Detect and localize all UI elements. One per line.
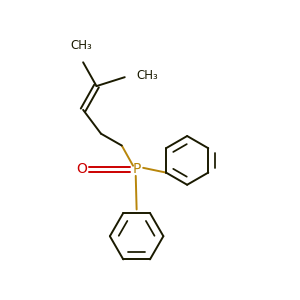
Text: CH₃: CH₃ [71, 39, 92, 52]
Text: CH₃: CH₃ [136, 69, 158, 82]
Text: P: P [132, 162, 141, 176]
Text: O: O [76, 162, 87, 176]
